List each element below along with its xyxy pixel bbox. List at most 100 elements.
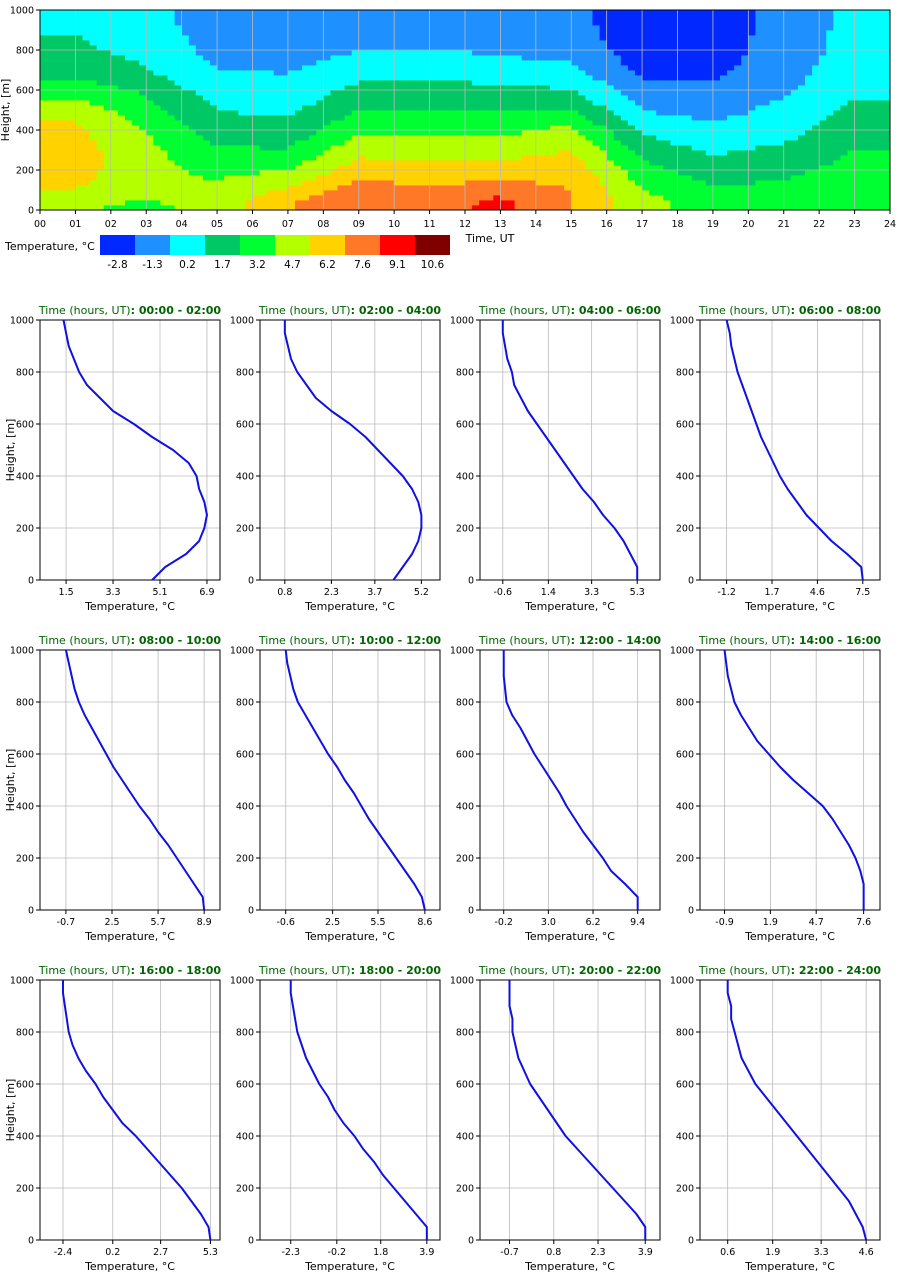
heatmap-cell (238, 25, 246, 31)
heatmap-cell (188, 190, 197, 196)
heatmap-cell (649, 145, 657, 151)
heatmap-cell (295, 155, 303, 161)
heatmap-cell (160, 60, 168, 66)
heatmap-cell (302, 100, 310, 106)
heatmap-cell (861, 205, 870, 211)
heatmap-cell (181, 45, 190, 51)
heatmap-cell (273, 30, 282, 36)
heatmap-cell (812, 180, 820, 186)
heatmap-cell (47, 15, 55, 21)
heatmap-cell (394, 15, 402, 21)
heatmap-cell (103, 165, 112, 171)
heatmap-cell (103, 150, 112, 156)
heatmap-cell (826, 190, 834, 196)
heatmap-cell (309, 25, 317, 31)
heatmap-cell (620, 205, 629, 211)
heatmap-cell (89, 155, 98, 161)
heatmap-cell (493, 155, 501, 161)
heatmap-cell (330, 40, 338, 46)
heatmap-cell (805, 80, 813, 86)
heatmap-cell (401, 45, 409, 51)
heatmap-cell (861, 30, 870, 36)
heatmap-cell (259, 205, 268, 211)
heatmap-cell (500, 25, 508, 31)
heatmap-cell (238, 195, 246, 201)
heatmap-cell (103, 115, 112, 121)
heatmap-cell (847, 185, 855, 191)
heatmap-cell (755, 155, 763, 161)
heatmap-cell (450, 195, 459, 201)
heatmap-cell (656, 180, 664, 186)
heatmap-cell (337, 90, 345, 96)
heatmap-cell (776, 115, 785, 121)
heatmap-cell (861, 50, 870, 56)
heatmap-cell (783, 175, 792, 181)
heatmap-cell (670, 160, 678, 166)
heatmap-cell (486, 150, 494, 156)
heatmap-cell (125, 110, 133, 116)
heatmap-cell (550, 115, 558, 121)
heatmap-cell (75, 165, 83, 171)
heatmap-cell (677, 145, 685, 151)
heatmap-cell (620, 175, 629, 181)
heatmap-cell (450, 80, 459, 86)
heatmap-cell (82, 100, 90, 106)
heatmap-cell (139, 135, 147, 141)
heatmap-cell (245, 40, 253, 46)
heatmap-cell (486, 15, 494, 21)
heatmap-cell (550, 150, 558, 156)
heatmap-cell (210, 180, 218, 186)
heatmap-x-tick-label: 21 (778, 219, 790, 230)
heatmap-cell (365, 105, 374, 111)
heatmap-cell (224, 125, 232, 131)
heatmap-cell (500, 200, 508, 206)
heatmap-cell (875, 10, 884, 16)
heatmap-cell (642, 125, 650, 131)
heatmap-cell (677, 180, 685, 186)
heatmap-cell (316, 30, 324, 36)
heatmap-cell (564, 175, 572, 181)
heatmap-cell (408, 85, 416, 91)
heatmap-cell (472, 80, 480, 86)
heatmap-cell (684, 140, 693, 146)
heatmap-cell (61, 180, 69, 186)
heatmap-cell (684, 160, 693, 166)
heatmap-cell (358, 65, 367, 71)
heatmap-cell (656, 40, 664, 46)
heatmap-cell (295, 10, 303, 16)
heatmap-cell (54, 185, 62, 191)
heatmap-cell (507, 70, 515, 76)
heatmap-cell (302, 20, 310, 26)
heatmap-cell (472, 15, 480, 21)
heatmap-cell (762, 30, 770, 36)
heatmap-cell (840, 120, 848, 126)
heatmap-cell (748, 55, 756, 61)
heatmap-cell (627, 180, 636, 186)
heatmap-cell (96, 10, 105, 16)
heatmap-cell (578, 155, 586, 161)
heatmap-cell (684, 155, 693, 161)
heatmap-cell (755, 75, 763, 81)
heatmap-cell (663, 135, 671, 141)
heatmap-cell (613, 150, 622, 156)
heatmap-cell (160, 35, 168, 41)
heatmap-cell (542, 80, 551, 86)
heatmap-cell (415, 45, 423, 51)
heatmap-cell (557, 105, 565, 111)
heatmap-cell (748, 25, 756, 31)
heatmap-cell (741, 205, 749, 211)
heatmap-cell (769, 205, 778, 211)
heatmap-cell (160, 115, 168, 121)
heatmap-cell (705, 60, 714, 66)
heatmap-cell (585, 65, 593, 71)
heatmap-cell (295, 145, 303, 151)
heatmap-cell (47, 60, 55, 66)
heatmap-cell (89, 25, 98, 31)
heatmap-cell (139, 185, 147, 191)
heatmap-cell (450, 135, 459, 141)
heatmap-cell (54, 35, 62, 41)
heatmap-cell (656, 55, 664, 61)
heatmap-cell (670, 55, 678, 61)
heatmap-cell (514, 180, 523, 186)
profile-x-tick-label: 5.1 (152, 587, 167, 598)
